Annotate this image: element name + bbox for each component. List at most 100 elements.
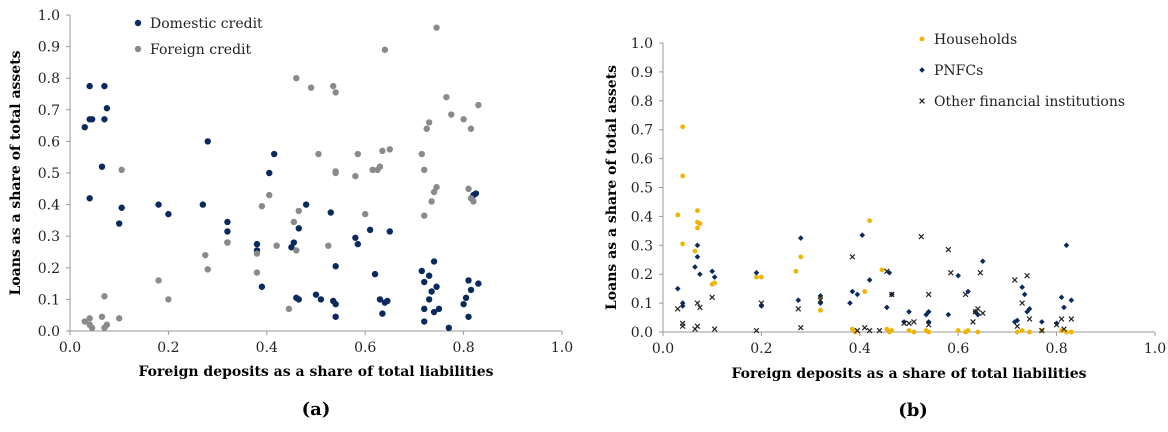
x-tick-label: 0.6 (947, 341, 969, 357)
data-point (970, 319, 976, 325)
x-tick-label: 1.0 (1144, 341, 1166, 357)
data-point (116, 315, 123, 322)
x-tick-label: 0.4 (849, 341, 871, 357)
data-point (906, 308, 912, 315)
data-point (818, 307, 823, 313)
data-point (288, 244, 295, 251)
data-point (293, 247, 300, 254)
data-point (384, 297, 391, 305)
data-point (462, 294, 470, 302)
data-point (465, 185, 472, 192)
data-point (295, 207, 302, 215)
data-point (911, 319, 917, 325)
y-tick-label: 0.9 (631, 65, 653, 81)
x-tick-label: 0.6 (354, 340, 376, 356)
data-point (884, 268, 890, 275)
data-point (465, 313, 472, 320)
legend-marker (919, 98, 925, 104)
data-point (445, 324, 453, 332)
data-point (202, 251, 209, 259)
data-point (694, 254, 701, 260)
data-point (947, 269, 954, 276)
series-pnfcs (674, 232, 1075, 327)
data-point (797, 235, 804, 241)
data-point (1061, 326, 1067, 332)
data-point (697, 304, 703, 311)
data-point (1063, 242, 1070, 249)
data-point (866, 277, 873, 283)
data-point (697, 271, 703, 277)
x-tick-label: 1.0 (551, 340, 573, 356)
series-foreign-credit (81, 24, 482, 332)
data-point (472, 190, 480, 197)
y-tick-label: 0.5 (38, 166, 60, 182)
data-point (975, 311, 981, 318)
data-point (371, 270, 379, 278)
data-point (901, 320, 907, 327)
x-axis-label: Foreign deposits as a share of total lia… (138, 364, 493, 380)
data-point (1053, 320, 1060, 327)
data-point (955, 272, 961, 279)
data-point (918, 233, 925, 240)
y-tick-label: 1.0 (631, 36, 653, 52)
data-point (753, 327, 760, 334)
data-point (290, 239, 298, 246)
data-point (679, 300, 686, 306)
data-point (1026, 316, 1033, 322)
data-point (332, 313, 339, 320)
x-tick-label: 0.4 (256, 340, 278, 356)
data-point (88, 324, 96, 332)
data-point (425, 272, 433, 279)
data-point (1068, 316, 1075, 322)
data-point (694, 300, 701, 306)
y-tick-label: 0.4 (631, 209, 653, 225)
data-point (273, 242, 280, 249)
data-point (1021, 291, 1028, 298)
y-tick-label: 0.6 (631, 152, 653, 168)
data-point (467, 286, 475, 294)
y-axis-label: Loans as a share of total assets (8, 50, 24, 295)
y-tick-label: 0.6 (38, 134, 60, 150)
series-other-financial-institutions (674, 233, 1075, 334)
data-point (866, 327, 873, 334)
data-point (421, 166, 428, 174)
data-point (1026, 306, 1033, 312)
data-point (253, 269, 261, 276)
data-point (86, 315, 93, 322)
data-point (352, 234, 359, 241)
y-tick-label: 0.9 (38, 40, 60, 56)
data-point (1019, 328, 1025, 333)
data-point (1053, 321, 1060, 328)
data-point (352, 172, 359, 180)
data-point (295, 296, 302, 303)
data-point (425, 296, 433, 303)
data-point (817, 293, 824, 299)
panel-label: (a) (302, 399, 331, 420)
data-point (428, 288, 435, 295)
data-point (381, 46, 389, 53)
data-point (379, 147, 386, 155)
data-point (428, 198, 435, 205)
data-point (674, 285, 681, 292)
data-point (354, 240, 362, 248)
data-point (327, 209, 334, 216)
data-point (849, 288, 856, 295)
x-tick-label: 0.0 (652, 341, 674, 357)
x-tick-label: 0.2 (157, 340, 179, 356)
data-point (679, 303, 686, 309)
data-point (753, 269, 760, 276)
data-point (1059, 328, 1064, 333)
data-point (155, 201, 162, 208)
data-point (889, 328, 895, 333)
data-point (862, 289, 868, 294)
data-point (797, 324, 804, 331)
y-tick-label: 0.7 (38, 103, 60, 119)
data-point (859, 232, 866, 238)
data-point (118, 204, 125, 211)
data-point (116, 220, 123, 227)
data-point (307, 84, 315, 91)
data-point (470, 198, 477, 205)
data-point (475, 280, 482, 287)
data-point (325, 242, 332, 249)
